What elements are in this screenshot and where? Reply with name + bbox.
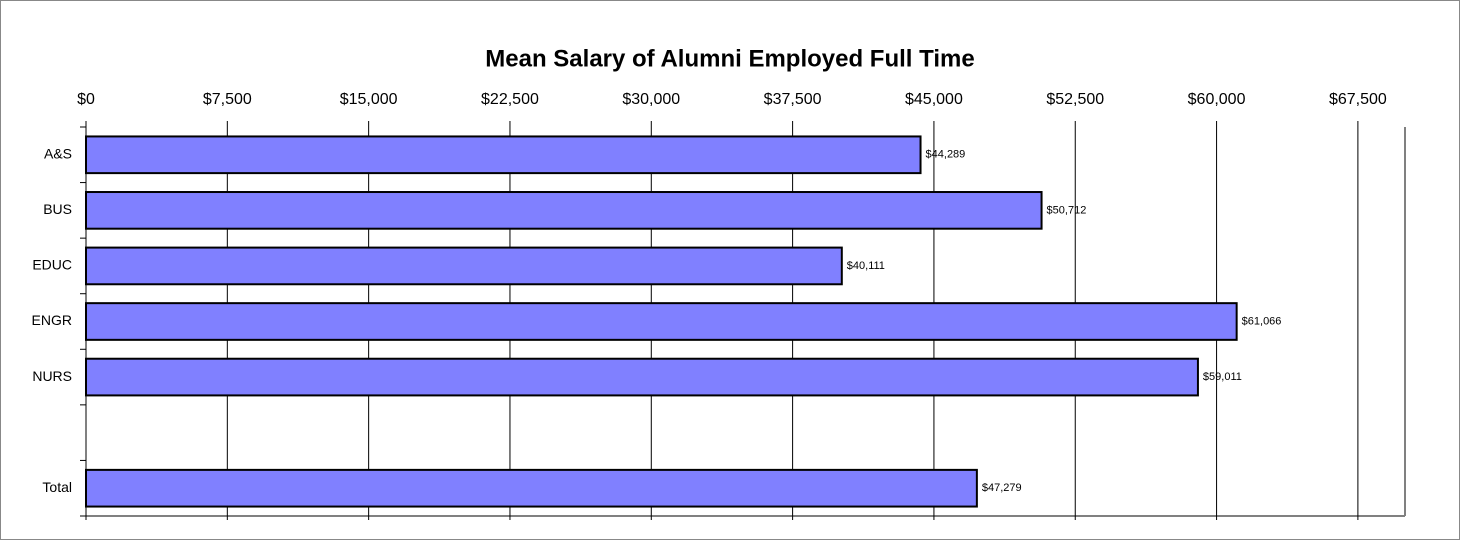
value-label: $50,712 bbox=[1047, 204, 1087, 216]
x-tick-label: $0 bbox=[77, 91, 95, 108]
value-label: $44,289 bbox=[926, 149, 966, 161]
bar bbox=[85, 246, 843, 286]
x-tick-label: $45,000 bbox=[905, 91, 963, 108]
value-label: $47,279 bbox=[982, 482, 1022, 494]
bar bbox=[85, 191, 1043, 230]
chart-title: Mean Salary of Alumni Employed Full Time bbox=[485, 45, 974, 72]
bar bbox=[85, 468, 978, 508]
bar bbox=[85, 135, 922, 175]
x-tick-label: $7,500 bbox=[203, 91, 252, 108]
x-tick-label: $15,000 bbox=[340, 91, 398, 108]
y-tick-label: EDUC bbox=[32, 257, 72, 273]
x-tick-label: $67,500 bbox=[1329, 91, 1387, 108]
value-label: $59,011 bbox=[1203, 371, 1242, 383]
y-tick-label: Total bbox=[42, 479, 72, 495]
value-label: $61,066 bbox=[1242, 315, 1282, 327]
y-tick-label: BUS bbox=[43, 201, 72, 217]
y-tick-label: A&S bbox=[44, 145, 72, 161]
x-tick-label: $22,500 bbox=[481, 91, 539, 108]
y-tick-label: NURS bbox=[32, 368, 72, 384]
bar bbox=[85, 357, 1199, 397]
bar bbox=[85, 302, 1238, 341]
x-tick-label: $30,000 bbox=[622, 91, 680, 108]
y-tick-label: ENGR bbox=[32, 312, 72, 328]
x-tick-label: $60,000 bbox=[1188, 91, 1246, 108]
x-tick-label: $52,500 bbox=[1046, 91, 1104, 108]
x-tick-label: $37,500 bbox=[764, 91, 822, 108]
value-label: $40,111 bbox=[847, 260, 885, 272]
